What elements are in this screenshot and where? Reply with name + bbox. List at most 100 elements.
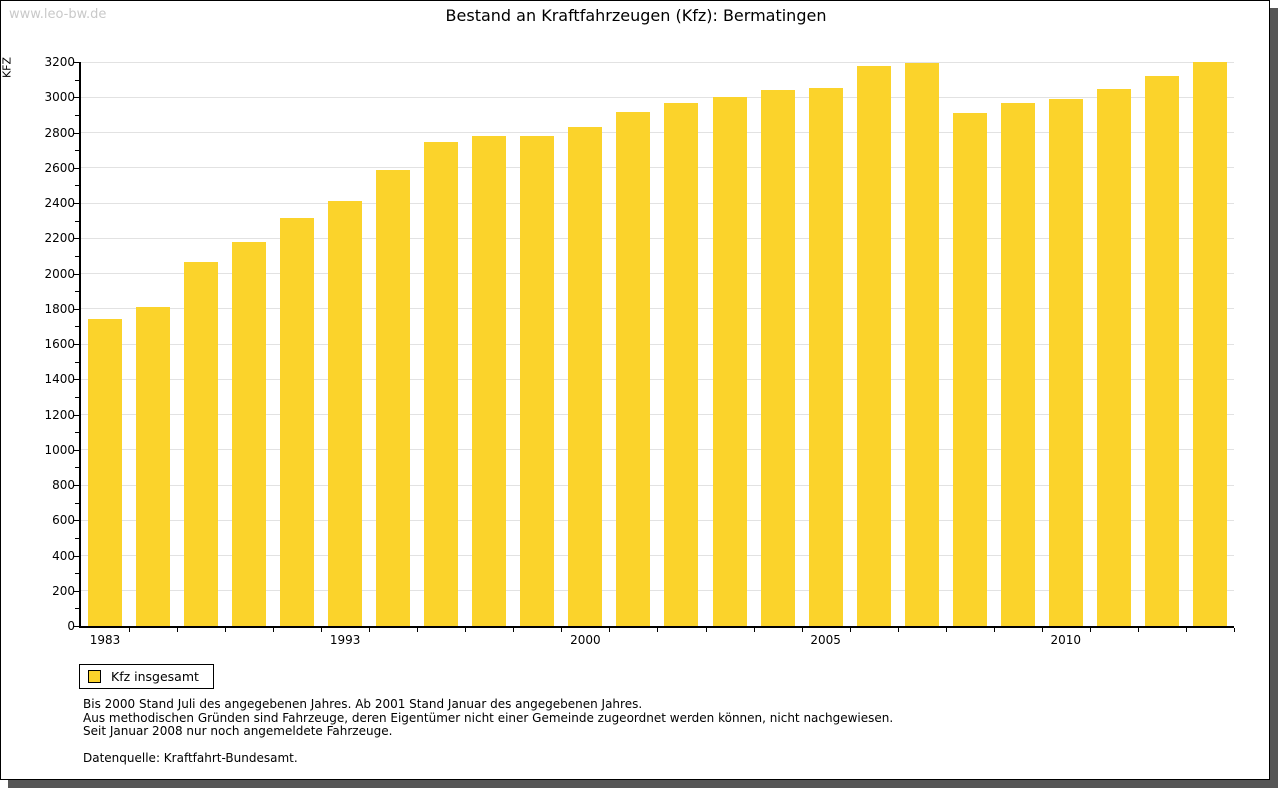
gridline-y-1200 [81,414,1234,415]
y-minor-tick-900 [75,467,79,469]
x-boundary-tick-9 [513,628,515,632]
x-boundary-tick-14 [753,628,755,632]
x-boundary-tick-23 [1185,628,1187,632]
gridline-y-2200 [81,237,1234,239]
bar-2001 [616,112,651,626]
x-boundary-tick-22 [1137,628,1139,632]
bar-2013 [1192,62,1227,626]
footnote-line: Seit Januar 2008 nur noch angemeldete Fa… [83,724,393,738]
y-axis-label-2000: 2000 [44,266,75,281]
y-minor-tick-2100 [75,255,79,257]
y-axis-label-2600: 2600 [44,160,75,175]
x-boundary-tick-4 [273,628,275,632]
x-boundary-tick-10 [561,628,563,632]
y-minor-tick-2900 [75,114,79,116]
y-axis-label-3200: 3200 [44,55,75,69]
y-major-tick-3000 [73,97,79,99]
bar-2000 [568,127,603,626]
bar-1998 [472,136,507,626]
y-axis-title: KFZ [0,56,14,79]
gridline-y-2600 [81,167,1234,169]
x-boundary-tick-19 [993,628,995,632]
y-axis-label-600: 600 [52,513,75,528]
x-boundary-tick-15 [801,628,803,632]
x-boundary-tick-8 [465,628,467,632]
x-boundary-tick-5 [321,628,323,632]
x-boundary-tick-3 [225,628,227,632]
bar-2010 [1048,99,1083,626]
bar-1995 [376,170,411,626]
gridline-y-2000 [81,273,1234,274]
y-minor-tick-2500 [75,185,79,187]
bar-2004 [760,90,795,626]
y-axis-label-1200: 1200 [44,407,75,422]
x-boundary-tick-17 [897,628,899,632]
y-minor-tick-3100 [75,79,79,81]
bar-1999 [520,136,555,626]
y-minor-tick-300 [75,573,79,575]
bar-1987 [184,262,219,626]
y-major-tick-1400 [73,379,79,381]
bar-1993 [328,201,363,626]
bar-1991 [280,218,315,626]
x-boundary-tick-11 [609,628,611,632]
x-boundary-tick-18 [945,628,947,632]
bar-2003 [712,97,747,626]
x-axis-label-1993: 1993 [329,633,361,647]
y-major-tick-2200 [73,238,79,240]
y-minor-tick-1100 [75,432,79,434]
y-axis-label-400: 400 [52,548,75,563]
x-boundary-tick-21 [1089,628,1091,632]
bar-2011 [1096,89,1131,626]
bar-1983 [88,319,122,626]
y-minor-tick-1300 [75,396,79,398]
y-axis-label-2400: 2400 [44,196,75,210]
bar-2006 [856,66,891,626]
x-boundary-tick-6 [369,628,371,632]
gridline-y-1600 [81,343,1234,345]
y-major-tick-1800 [73,308,79,310]
y-axis-line [79,62,81,628]
legend-label: Kfz insgesamt [111,669,199,684]
y-major-tick-200 [73,590,79,592]
y-axis-label-200: 200 [52,583,75,598]
x-boundary-tick-20 [1041,628,1043,632]
legend: Kfz insgesamt [79,664,214,689]
x-axis-label-2000: 2000 [570,633,601,647]
y-minor-tick-1900 [75,291,79,293]
y-major-tick-600 [73,520,79,522]
y-major-tick-2400 [73,203,79,204]
y-minor-tick-100 [75,608,79,610]
gridline-y-800 [81,484,1234,486]
y-axis-label-800: 800 [52,478,75,492]
plot-area: 0 200 400 600 800 1000 1200 1400 1600 1800 2000 220… [44,55,1235,647]
y-minor-tick-2300 [75,220,79,222]
y-axis-label-2800: 2800 [44,125,75,140]
y-major-tick-0 [73,626,79,627]
bar-1997 [424,142,459,626]
y-major-tick-1000 [73,449,79,451]
y-minor-tick-1700 [75,326,79,328]
gridline-y-2800 [81,132,1234,133]
bar-2005 [808,88,843,626]
x-boundary-tick-7 [417,628,419,632]
y-major-tick-800 [73,485,79,486]
gridline-y-3200 [81,61,1234,63]
x-axis-label-1983: 1983 [89,633,121,647]
y-axis-label-0: 0 [67,619,75,633]
gridline-y-200 [81,590,1234,592]
bar-1985 [136,307,171,626]
x-boundary-tick-24 [1233,628,1235,632]
chart-frame: www.leo-bw.de Bestand an Kraftfahrzeugen… [0,0,1270,780]
y-axis-label-1600: 1600 [44,337,75,351]
y-axis-label-1800: 1800 [44,301,75,316]
y-axis-label-1400: 1400 [44,372,75,387]
x-boundary-tick-12 [657,628,659,632]
bar-2002 [664,103,699,626]
x-boundary-tick-2 [177,628,179,632]
y-major-tick-2800 [73,132,79,134]
watermark: www.leo-bw.de [9,7,107,22]
x-boundary-tick-13 [705,628,707,632]
y-major-tick-1600 [73,344,79,345]
gridline-y-1800 [81,308,1234,310]
